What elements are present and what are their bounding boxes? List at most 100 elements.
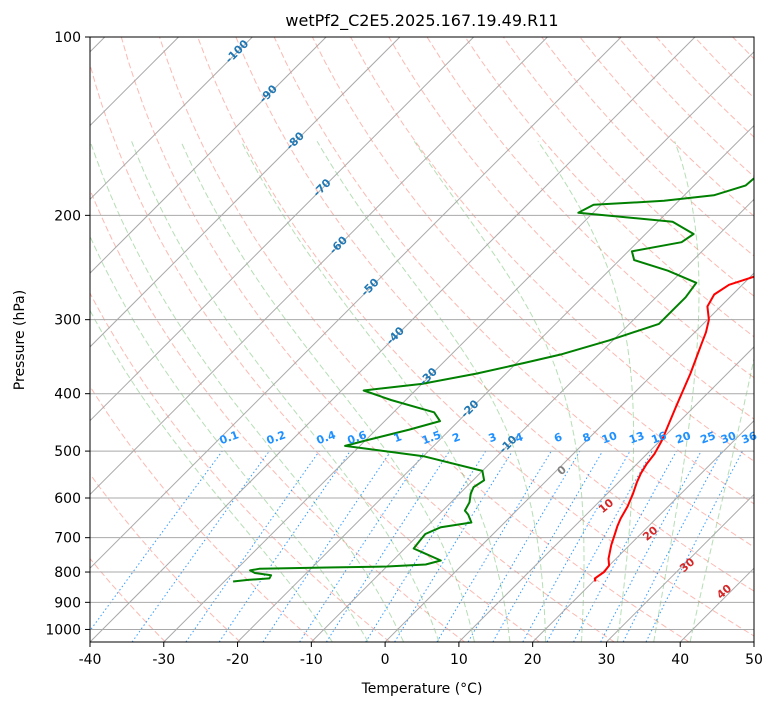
dry-adiabat — [273, 37, 754, 548]
moist-adiabat — [653, 141, 700, 642]
mixing-ratio-line — [131, 450, 270, 642]
moist-adiabat — [240, 141, 511, 642]
mixing-ratio-label: 13 — [627, 429, 646, 446]
moist-adiabat — [90, 309, 333, 642]
isotherm-label: -100 — [223, 37, 252, 66]
y-tick-label: 800 — [54, 565, 81, 581]
mixing-ratio-label: 30 — [719, 429, 738, 447]
mixing-ratio-label: 0.6 — [346, 428, 369, 447]
dry-adiabat — [350, 37, 754, 462]
mixing-ratio-label: 20 — [674, 429, 693, 447]
isotherm-gridline — [90, 37, 475, 422]
dry-adiabat — [90, 62, 540, 642]
moist-adiabat — [316, 141, 547, 642]
moist-adiabat — [90, 235, 369, 642]
isotherm-gridline — [310, 198, 754, 642]
dry-adiabat — [90, 557, 166, 642]
mixing-ratio-line — [262, 450, 392, 642]
y-tick-label: 1000 — [45, 622, 81, 638]
x-tick-label: 30 — [598, 652, 616, 668]
moist-adiabat-label: 0 — [555, 463, 569, 478]
moist-adiabat — [413, 141, 585, 642]
x-tick-label: 40 — [671, 652, 689, 668]
y-tick-label: 300 — [54, 313, 81, 329]
y-tick-label: 400 — [54, 387, 81, 403]
x-tick-label: -40 — [79, 652, 102, 668]
mixing-ratio-line — [436, 450, 552, 642]
y-tick-label: 100 — [54, 30, 81, 46]
x-tick-label: -20 — [226, 652, 249, 668]
dry-adiabat — [90, 292, 391, 642]
mixing-ratio-label: 25 — [699, 429, 718, 446]
moist-adiabat — [90, 141, 405, 642]
moist-adiabat-label: 40 — [714, 582, 734, 602]
y-tick-label: 700 — [54, 531, 81, 547]
isotherm-gridline — [90, 37, 401, 348]
moist-adiabat — [689, 356, 754, 642]
dry-adiabat — [426, 37, 754, 379]
y-tick-label: 900 — [54, 595, 81, 611]
grid-lines — [90, 37, 754, 642]
mixing-ratio-label: 3 — [487, 430, 499, 445]
isotherm-gridline — [458, 346, 754, 642]
profile-lines — [232, 176, 754, 583]
mixing-ratio-line — [546, 450, 653, 642]
moist-adiabat — [131, 141, 440, 642]
isotherm-gridline — [532, 419, 754, 642]
isotherm-gridline — [90, 37, 696, 642]
plot-frame — [89, 36, 755, 643]
isotherm-gridline — [90, 37, 622, 569]
dry-adiabat — [311, 37, 754, 505]
mixing-ratio-line — [185, 450, 320, 642]
moist-adiabat — [180, 141, 475, 642]
x-axis-ticks: -40 -30 -20 -10 0 10 20 30 40 50 — [79, 642, 763, 668]
mixing-ratio-label: 1.5 — [420, 428, 443, 447]
mixing-ratio-line — [325, 450, 450, 642]
x-axis-label: Temperature (°C) — [361, 681, 483, 697]
dry-adiabat — [655, 37, 754, 138]
y-axis-label: Pressure (hPa) — [12, 290, 28, 390]
x-tick-label: -10 — [300, 652, 323, 668]
moist-adiabat-label: 10 — [596, 496, 616, 516]
mixing-ratio-label: 6 — [552, 430, 564, 445]
x-tick-label: 0 — [381, 652, 390, 668]
isotherm-gridline — [753, 641, 754, 642]
x-tick-label: 10 — [450, 652, 468, 668]
mixing-ratio-line — [394, 450, 513, 642]
mixing-ratio-label: 1 — [392, 430, 404, 445]
mixing-ratio-label: 0.2 — [265, 428, 288, 447]
isotherm-gridline — [606, 493, 754, 642]
mixing-ratio-line — [573, 450, 677, 642]
isotherm-gridline — [90, 37, 253, 201]
mixing-ratio-line — [90, 450, 223, 632]
dry-adiabat — [90, 188, 465, 642]
y-tick-label: 200 — [54, 208, 81, 224]
x-tick-label: 20 — [524, 652, 542, 668]
mixing-ratio-line — [218, 450, 351, 642]
dry-adiabat — [464, 37, 754, 338]
mixing-ratio-label: 0.4 — [315, 428, 338, 447]
dry-adiabat — [541, 37, 754, 257]
dry-adiabat — [90, 385, 316, 642]
mixing-ratio-label: 10 — [600, 429, 619, 447]
dry-adiabat — [159, 37, 690, 642]
isotherm-gridline — [90, 37, 327, 274]
dry-adiabat — [120, 37, 615, 642]
dry-adiabat — [388, 37, 754, 420]
dry-adiabat — [694, 37, 754, 99]
dry-adiabat — [90, 473, 241, 642]
moist-adiabat — [537, 141, 635, 642]
moist-adiabat-label: 20 — [640, 523, 660, 543]
isotherm-gridline — [237, 124, 754, 642]
dry-adiabat — [235, 37, 754, 592]
mixing-ratio-line — [645, 450, 743, 642]
isotherm-label: -70 — [310, 176, 333, 199]
mixing-ratio-line — [299, 450, 426, 642]
mixing-ratio-line — [522, 450, 631, 642]
mixing-ratio-labels: 0.1 0.2 0.4 0.6 1 1.5 2 3 4 6 8 10 13 16 20 25 30 36 — [218, 428, 759, 447]
y-tick-label: 600 — [54, 491, 81, 507]
x-tick-label: -30 — [152, 652, 175, 668]
